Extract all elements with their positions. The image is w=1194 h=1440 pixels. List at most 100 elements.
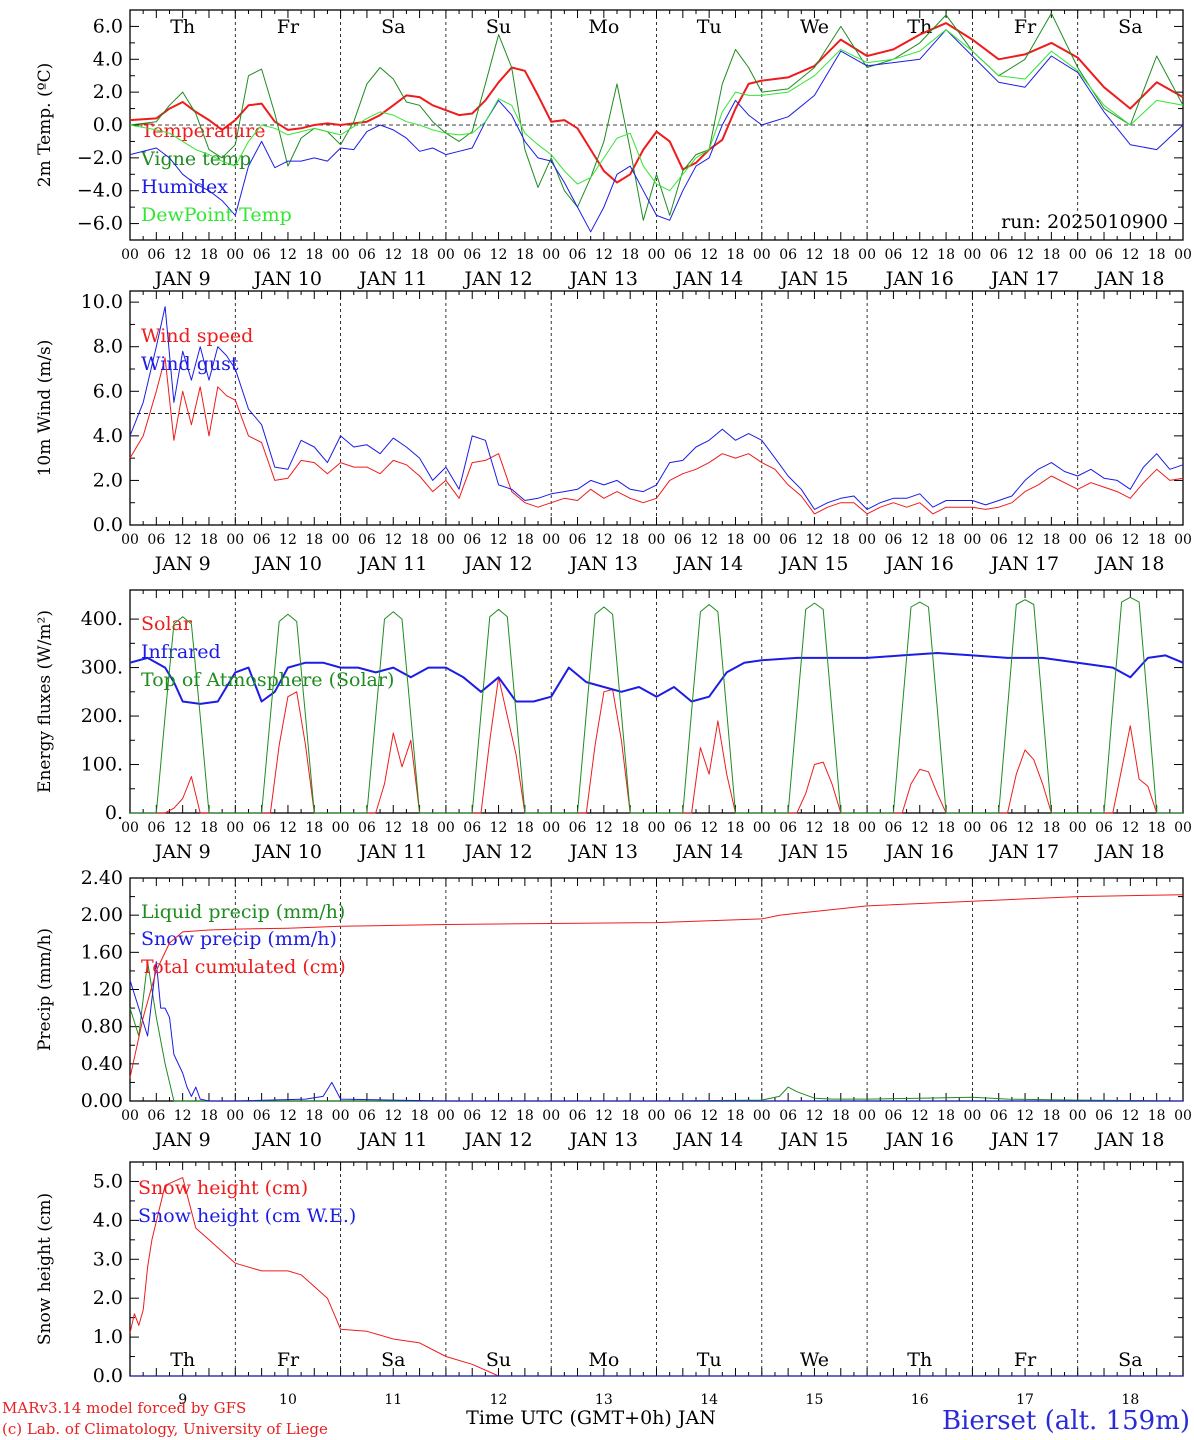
x-hour-label: 00	[226, 532, 244, 548]
weekday-label: Sa	[381, 1349, 405, 1371]
x-date-label: JAN 11	[357, 553, 427, 575]
y-tick-label: 0.40	[81, 1053, 123, 1075]
x-hour-label: 18	[832, 247, 850, 263]
x-date-label: JAN 9	[153, 1129, 211, 1151]
legend-entry: Vigne temp	[140, 148, 251, 170]
x-hour-label: 06	[674, 247, 692, 263]
station-name: Bierset (alt. 159m)	[942, 1406, 1190, 1436]
x-hour-label: 00	[542, 820, 560, 836]
x-hour-label: 18	[411, 247, 429, 263]
x-hour-label: 18	[832, 532, 850, 548]
time-axis-label: Time UTC (GMT+0h) JAN	[466, 1407, 716, 1429]
x-hour-label: 06	[358, 820, 376, 836]
legend-entry: Solar	[141, 613, 193, 635]
x-hour-label: 18	[937, 820, 955, 836]
x-hour-label: 12	[1016, 820, 1034, 836]
legend-entry: Total cumulated (cm)	[141, 956, 346, 978]
x-hour-label: 12	[1121, 532, 1139, 548]
x-hour-label: 18	[1148, 820, 1166, 836]
x-hour-label: 06	[569, 247, 587, 263]
x-hour-label: 06	[358, 1108, 376, 1124]
x-hour-label: 00	[858, 820, 876, 836]
x-hour-label: 12	[911, 1108, 929, 1124]
x-hour-label: 12	[174, 532, 192, 548]
x-hour-label: 00	[121, 820, 139, 836]
x-hour-label: 12	[174, 247, 192, 263]
x-date-label: JAN 15	[778, 1129, 848, 1151]
x-hour-label: 18	[305, 820, 323, 836]
x-date-label: JAN 10	[252, 841, 322, 863]
x-hour-label: 12	[174, 1108, 192, 1124]
legend-entry: Infrared	[141, 641, 221, 663]
x-hour-label: 18	[727, 820, 745, 836]
x-hour-label: 12	[490, 1108, 508, 1124]
x-hour-label: 06	[358, 532, 376, 548]
y-axis-label: Energy fluxes (W/m²)	[35, 610, 55, 793]
x-hour-label: 06	[253, 1108, 271, 1124]
x-hour-label: 00	[1174, 1108, 1192, 1124]
x-date-label: JAN 10	[252, 268, 322, 290]
weekday-label: Fr	[1014, 16, 1037, 38]
x-hour-label: 06	[779, 820, 797, 836]
weekday-label: Tu	[697, 1349, 722, 1371]
x-hour-label: 18	[305, 1108, 323, 1124]
x-hour-label: 00	[121, 1108, 139, 1124]
x-hour-label: 12	[700, 820, 718, 836]
y-tick-label: 6.0	[93, 15, 123, 37]
x-hour-label: 06	[885, 820, 903, 836]
model-credit: MARv3.14 model forced by GFS	[2, 1399, 246, 1417]
panel-1: −6.0 −4.0 −2.0 0.0 2.0 4.0 6.0 2m Temp. (ºC) 00 0…	[35, 9, 1192, 290]
weekday-label: Fr	[1014, 1349, 1037, 1371]
y-axis-label: Precip (mm/h)	[35, 928, 55, 1051]
x-hour-label: 18	[305, 247, 323, 263]
y-axis-label: Snow height (cm)	[35, 1193, 55, 1345]
x-hour-label: 18	[200, 820, 218, 836]
x-hour-label: 06	[253, 247, 271, 263]
y-tick-label: 8.0	[93, 336, 123, 358]
x-hour-label: 00	[648, 532, 666, 548]
x-date-label: JAN 14	[673, 1129, 743, 1151]
weekday-label: Fr	[277, 16, 300, 38]
x-hour-label: 18	[621, 532, 639, 548]
series-line-infrared	[129, 652, 1184, 705]
y-tick-label: 3.0	[93, 1248, 123, 1270]
x-hour-label: 06	[990, 247, 1008, 263]
x-hour-label: 00	[753, 532, 771, 548]
y-tick-label: 100.	[81, 754, 123, 776]
x-hour-label: 00	[437, 820, 455, 836]
panel-4: 0.00 0.40 0.80 1.20 1.60 2.00 2.40 Precip (mm/h…	[35, 867, 1192, 1151]
x-hour-label: 06	[147, 1108, 165, 1124]
y-tick-label: −6.0	[77, 213, 123, 235]
x-day-number: 17	[1016, 1392, 1034, 1408]
x-hour-label: 06	[569, 820, 587, 836]
x-date-label: JAN 13	[568, 553, 638, 575]
x-day-number: 14	[700, 1392, 718, 1408]
x-hour-label: 06	[1095, 820, 1113, 836]
x-hour-label: 12	[279, 820, 297, 836]
x-hour-label: 18	[411, 820, 429, 836]
x-hour-label: 00	[1069, 820, 1087, 836]
x-hour-label: 00	[1069, 247, 1087, 263]
y-tick-label: 0.0	[93, 1365, 123, 1387]
x-day-number: 9	[178, 1392, 187, 1408]
x-hour-label: 12	[595, 532, 613, 548]
x-hour-label: 00	[1069, 1108, 1087, 1124]
y-tick-label: 1.60	[81, 941, 123, 963]
x-hour-label: 18	[937, 1108, 955, 1124]
x-hour-label: 18	[727, 532, 745, 548]
x-hour-label: 06	[779, 532, 797, 548]
series-line-total-cumulated-cm	[129, 894, 1184, 1078]
x-hour-label: 00	[542, 1108, 560, 1124]
x-date-label: JAN 14	[673, 841, 743, 863]
x-hour-label: 06	[674, 820, 692, 836]
x-day-number: 12	[490, 1392, 508, 1408]
panel-5: 0.0 1.0 2.0 3.0 4.0 5.0 Snow height (cm) 9 Th 10 F…	[35, 1161, 1184, 1408]
series-line-top-of-atmosphere-solar	[130, 596, 1183, 814]
weekday-label: We	[800, 1349, 829, 1371]
x-hour-label: 06	[990, 820, 1008, 836]
meteogram-panels: −6.0−4.0−2.00.02.04.06.02m Temp. (ºC)00 0…	[35, 9, 1192, 1408]
x-hour-label: 18	[1148, 247, 1166, 263]
x-date-label: JAN 11	[357, 1129, 427, 1151]
x-hour-label: 18	[832, 820, 850, 836]
x-hour-label: 18	[1042, 247, 1060, 263]
